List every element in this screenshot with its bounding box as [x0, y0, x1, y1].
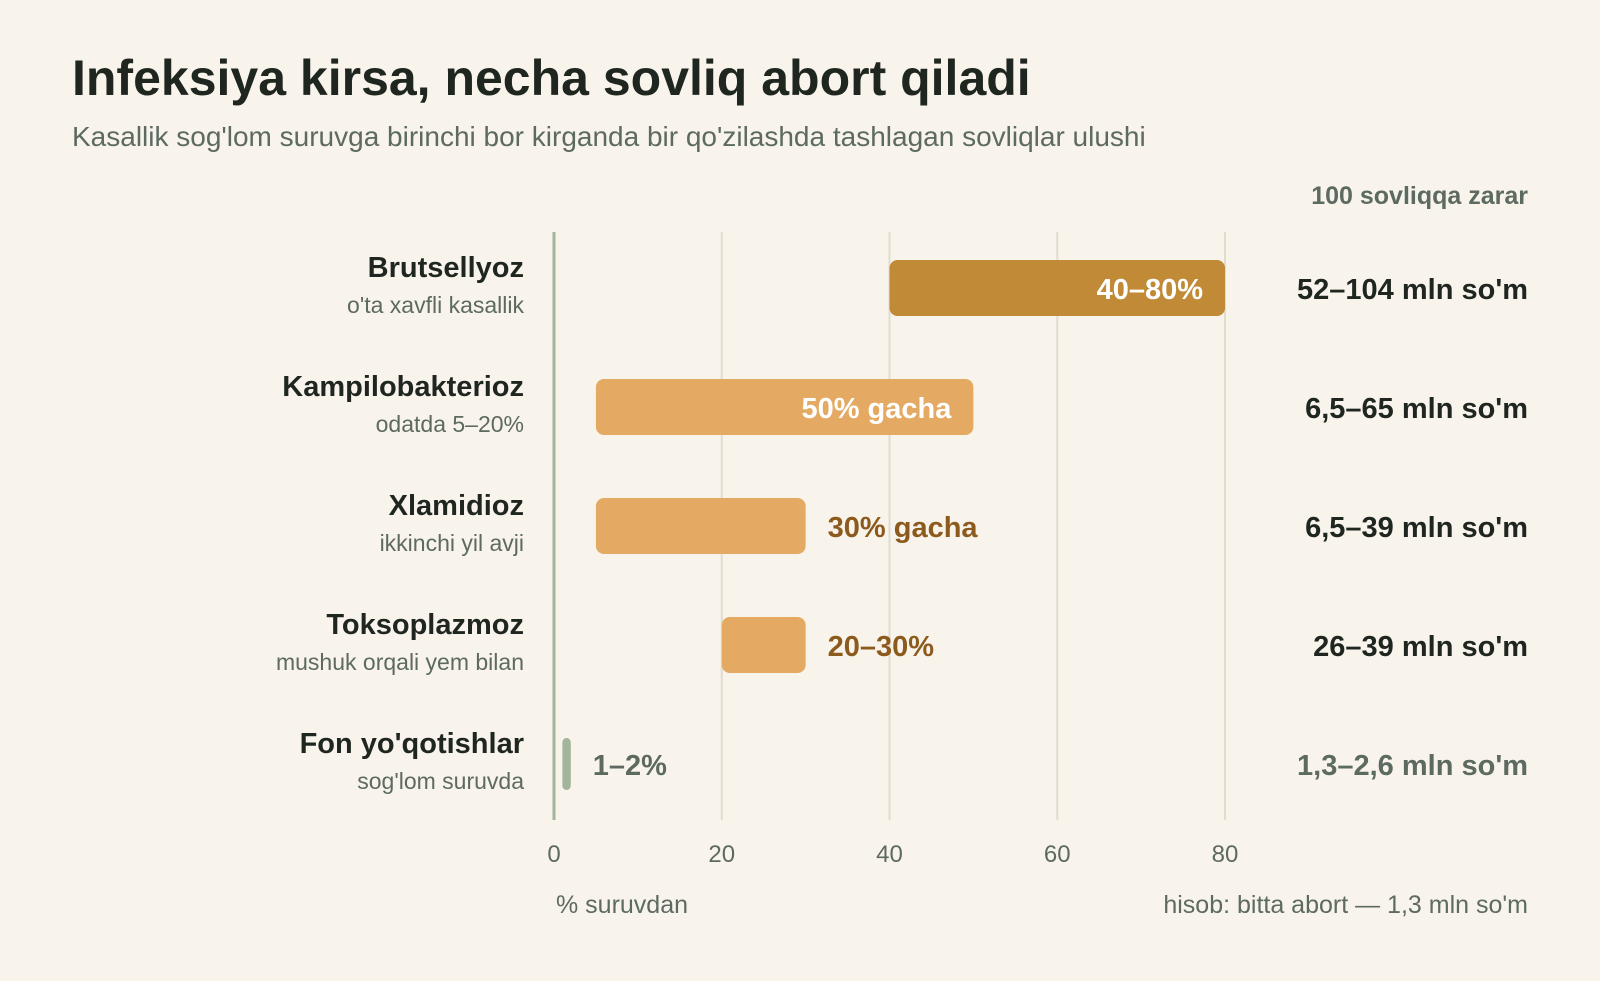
- category-note: sog'lom suruvda: [357, 768, 524, 794]
- damage-value: 6,5–39 mln so'm: [1305, 512, 1528, 544]
- chart-subtitle: Kasallik sog'lom suruvga birinchi bor ki…: [72, 121, 1146, 152]
- bar-value-label: 1–2%: [593, 750, 667, 782]
- damage-value: 6,5–65 mln so'm: [1305, 393, 1528, 425]
- category-note: odatda 5–20%: [376, 411, 524, 437]
- category-note: o'ta xavfli kasallik: [347, 292, 524, 318]
- x-tick-label: 40: [876, 841, 903, 868]
- category-name: Fon yo'qotishlar: [300, 728, 524, 760]
- bar-value-label: 40–80%: [1097, 274, 1204, 306]
- x-tick-label: 60: [1044, 841, 1071, 868]
- bar: [595, 379, 974, 435]
- bar: [595, 498, 806, 554]
- category-labels: Brutsellyoz o'ta xavfli kasallik 52–104 ml…: [276, 252, 1528, 794]
- chart-title: Infeksiya kirsa, necha sovliq abort qila…: [72, 50, 1031, 106]
- x-tick-label: 20: [708, 841, 735, 868]
- x-tick-label: 80: [1212, 841, 1239, 868]
- category-note: ikkinchi yil avji: [380, 530, 524, 556]
- x-tick-label: 0: [547, 841, 560, 868]
- damage-value: 52–104 mln so'm: [1297, 274, 1528, 306]
- bar-value-label: 30% gacha: [828, 512, 979, 544]
- category-name: Xlamidioz: [389, 490, 524, 522]
- category-name: Toksoplazmoz: [326, 609, 524, 641]
- footnote: hisob: bitta abort — 1,3 mln so'm: [1163, 891, 1528, 919]
- x-axis-label: % suruvdan: [556, 891, 688, 919]
- bar-value-label: 20–30%: [828, 631, 935, 663]
- damage-value: 26–39 mln so'm: [1313, 631, 1528, 663]
- category-name: Kampilobakterioz: [282, 371, 524, 403]
- bar-value-label: 50% gacha: [801, 393, 952, 425]
- bar: [562, 738, 571, 790]
- category-note: mushuk orqali yem bilan: [276, 649, 524, 675]
- bar: [889, 260, 1225, 316]
- damage-value: 1,3–2,6 mln so'm: [1297, 750, 1528, 782]
- bar: [721, 617, 806, 673]
- damage-column-header: 100 sovliqqa zarar: [1311, 182, 1528, 210]
- bars: 40–80% 50% gacha 30% gacha 20–30% 1–2%: [562, 260, 1225, 790]
- category-name: Brutsellyoz: [368, 252, 524, 284]
- gridlines: [552, 232, 1226, 820]
- x-axis-ticks: 0 20 40 60 80: [547, 841, 1238, 868]
